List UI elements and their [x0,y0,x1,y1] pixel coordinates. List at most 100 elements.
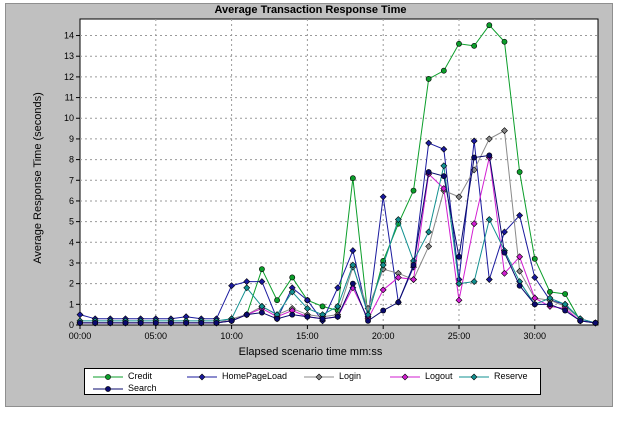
y-tick-label: 3 [69,258,74,268]
data-point-reserve [425,228,433,236]
x-tick-label: 20:00 [372,331,395,341]
data-point-search [440,173,447,180]
data-point-reserve [334,302,342,310]
legend-label: Search [128,383,157,393]
data-point-login [516,267,524,275]
data-point-search [243,311,250,318]
y-tick-label: 11 [65,93,74,103]
data-point-search [577,317,584,324]
data-point-search [349,280,356,287]
legend-label: Credit [128,371,153,381]
data-point-homepageload [379,193,387,201]
legend-swatch-login [304,373,334,381]
data-point-search [410,262,417,268]
data-point-search [319,315,326,322]
data-point-search [334,313,341,320]
data-point-logout [516,253,524,261]
data-point-homepageload [531,274,539,281]
x-tick-label: 05:00 [145,331,168,341]
y-tick-label: 7 [69,175,74,185]
data-point-reserve [470,278,478,286]
legend-swatch-marker [105,386,111,392]
x-tick-label: 30:00 [524,331,547,341]
data-point-search [168,320,174,326]
x-axis-label: Elapsed scenario time mm:ss [238,346,383,358]
y-tick-label: 10 [64,113,74,123]
data-point-homepageload [440,145,448,153]
data-point-credit [531,255,538,262]
data-point-search [456,253,462,260]
legend-swatch-marker [315,373,323,381]
y-tick-label: 0 [69,320,74,330]
data-point-search [289,311,296,318]
data-point-homepageload [303,296,311,304]
data-point-search [425,169,432,175]
y-tick-label: 9 [69,134,74,144]
legend-swatch-logout [390,373,420,381]
data-point-search [486,152,493,159]
series-search [77,152,599,326]
data-point-reserve [546,294,554,302]
data-point-credit [259,266,265,273]
series-layer [76,22,599,327]
y-tick-label: 13 [64,51,74,61]
legend-swatch-homepageload [187,373,217,381]
data-point-credit [562,291,569,297]
legend-swatch-search [93,386,123,392]
legend-label: Login [339,371,362,381]
data-point-reserve [349,261,357,269]
data-point-search [304,313,311,320]
data-point-credit [440,67,447,74]
data-point-reserve [258,302,266,310]
data-point-search [395,299,402,306]
y-axis-label: Average Response Time (seconds) [32,92,44,264]
data-point-search [259,309,265,316]
y-tick-label: 5 [69,217,74,227]
x-tick-label: 10:00 [220,331,243,341]
y-tick-label: 14 [64,31,74,41]
data-point-search [198,320,205,326]
data-point-login [425,243,433,250]
data-point-search [562,307,569,314]
legend-label: Reserve [494,371,528,381]
data-point-search [380,307,387,314]
data-point-search [77,320,83,326]
data-point-search [531,301,538,308]
legend: Credit HomePageLoad Login Logout Reserve Sear… [84,368,541,395]
data-point-credit [349,175,356,182]
data-point-credit [471,42,478,49]
legend-label: Logout [425,371,453,381]
legend-swatch-marker [470,373,478,381]
data-point-search [183,320,190,326]
data-point-reserve [394,216,402,223]
data-point-credit [501,38,508,45]
x-tick-label: 25:00 [448,331,471,341]
data-point-reserve [561,300,569,308]
data-point-login [485,135,493,143]
legend-swatch-reserve [459,373,489,381]
data-point-homepageload [425,139,433,147]
data-point-logout [501,269,508,277]
data-point-logout [470,220,478,228]
legend-swatch-marker [198,373,206,381]
data-point-reserve [243,284,251,292]
grid-layer [80,19,598,325]
data-point-homepageload [349,247,357,254]
data-point-credit [547,289,553,295]
data-point-credit [274,297,280,304]
data-point-credit [486,22,493,29]
data-point-logout [455,296,463,304]
data-point-homepageload [485,276,493,283]
legend-swatch-marker [401,373,409,381]
legend-swatch-marker [105,374,111,380]
chart-title: Average Transaction Response Time [214,4,407,16]
data-point-homepageload [501,228,508,236]
data-point-homepageload [516,211,524,219]
y-tick-label: 12 [64,72,74,82]
data-point-reserve [288,288,296,296]
y-tick-label: 2 [69,279,74,289]
data-point-search [547,301,553,308]
data-point-logout [410,276,417,283]
